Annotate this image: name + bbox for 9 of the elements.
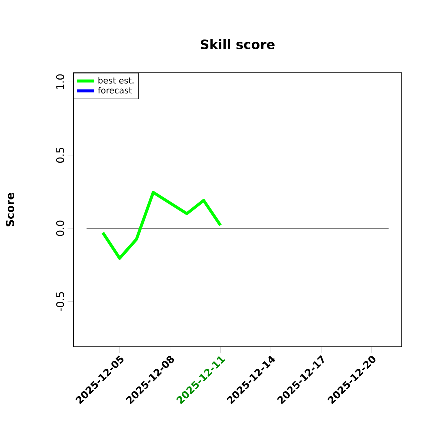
y-tick-label: 0.5 xyxy=(56,148,64,163)
y-tick-label: -0.5 xyxy=(56,292,64,312)
legend-label: best est. xyxy=(98,77,134,84)
chart-title: Skill score xyxy=(201,39,275,50)
line-series xyxy=(102,191,222,260)
y-tick-label: 0.0 xyxy=(56,220,64,236)
y-axis-title: Score xyxy=(6,193,14,227)
legend-label: forecast xyxy=(98,87,132,94)
y-tick-label: 1.0 xyxy=(56,74,64,90)
